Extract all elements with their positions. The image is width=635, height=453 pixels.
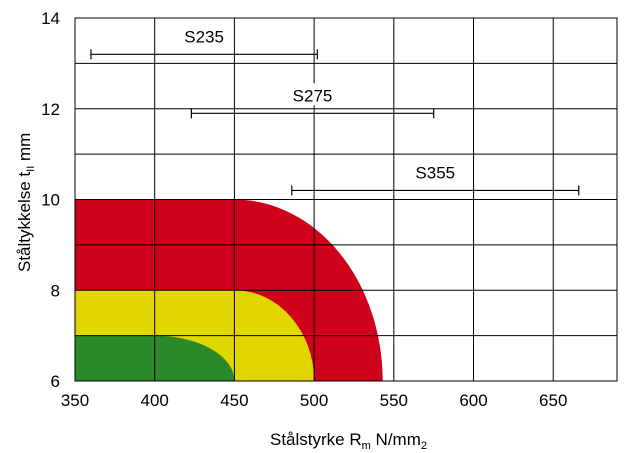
x-axis-label: Stålstyrke Rm N/mm2: [270, 430, 427, 452]
y-tick-label: 10: [41, 191, 60, 210]
range-label-bg: [180, 24, 229, 47]
x-tick-label: 550: [380, 391, 408, 410]
range-label-bg: [411, 160, 460, 183]
x-tick-label: 400: [141, 391, 169, 410]
y-tick-label: 8: [51, 281, 60, 300]
x-tick-label: 650: [539, 391, 567, 410]
y-tick-label: 12: [41, 100, 60, 119]
steel-grade-ranges: S235 S275 S355: [90, 24, 580, 196]
y-tick-label: 6: [51, 372, 60, 391]
range-label-S235: S235: [184, 27, 224, 46]
grid: [74, 17, 618, 382]
x-tick-label: 600: [459, 391, 487, 410]
x-tick-labels: 350 400 450 500 550 600 650: [61, 391, 568, 410]
x-tick-label: 500: [300, 391, 328, 410]
plot-frame: [74, 17, 618, 382]
y-tick-labels: 6 8 10 12 14: [41, 9, 60, 391]
x-tick-label: 350: [61, 391, 89, 410]
x-tick-label: 450: [220, 391, 248, 410]
range-label-S355: S355: [415, 163, 455, 182]
range-label-bg: [288, 83, 337, 106]
y-tick-label: 14: [41, 9, 60, 28]
range-label-S275: S275: [293, 86, 333, 105]
y-axis-label: Ståltykkelse tII mm: [15, 133, 37, 272]
